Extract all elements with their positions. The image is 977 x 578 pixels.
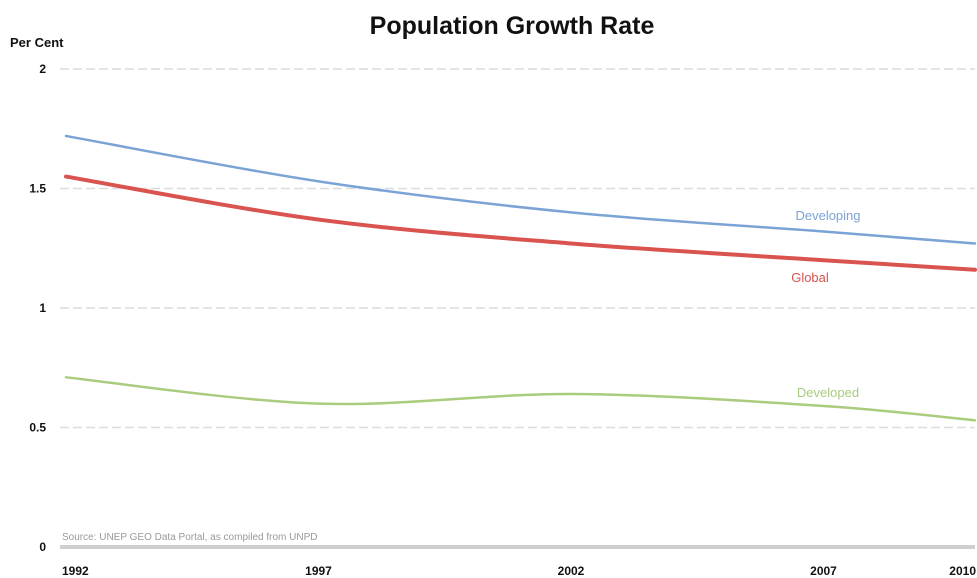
y-tick-label: 0.5 [29,421,46,435]
y-axis-ticks: 0 0.5 1 1.5 2 [29,62,46,554]
x-tick-label: 2002 [558,564,585,578]
x-tick-label: 2007 [810,564,837,578]
series-lines [64,134,977,422]
series-line-developed [64,376,977,422]
source-note: Source: UNEP GEO Data Portal, as compile… [62,532,317,543]
gridlines [60,68,975,549]
series-label-global: Global [791,270,829,285]
series-line-global [64,174,977,272]
y-tick-label: 2 [39,62,46,76]
x-tick-label: 2010 [949,564,976,578]
series-label-developing: Developing [795,208,860,223]
y-tick-label: 1.5 [29,182,46,196]
series-line-developing [64,134,977,245]
y-tick-label: 1 [39,301,46,315]
series-label-developed: Developed [797,385,859,400]
x-tick-label: 1992 [62,564,89,578]
chart-title: Population Growth Rate [370,12,655,40]
y-axis-label: Per Cent [10,35,64,50]
x-tick-label: 1997 [305,564,332,578]
x-axis-ticks: 1992 1997 2002 2007 2010 [62,564,976,578]
series-labels: Developing Global Developed [791,208,860,400]
y-tick-label: 0 [39,540,46,554]
